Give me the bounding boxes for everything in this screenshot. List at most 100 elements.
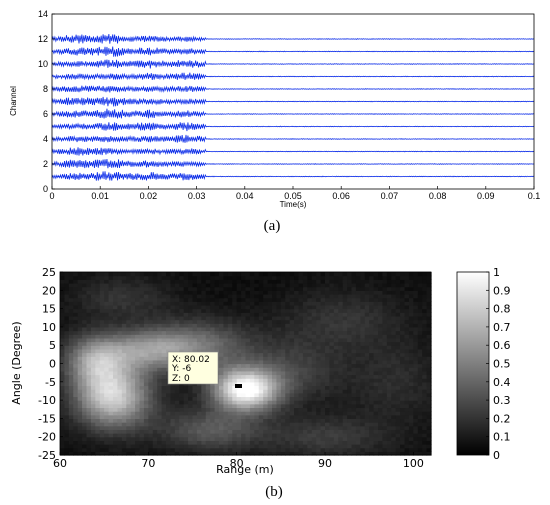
heatmap-cell — [272, 352, 278, 357]
heatmap-cell — [121, 436, 127, 441]
heatmap-cell — [135, 385, 141, 390]
heatmap-cell — [378, 326, 384, 332]
heatmap-cell — [236, 444, 242, 449]
heatmap-cell — [276, 275, 282, 280]
heatmap-cell — [188, 418, 194, 423]
heatmap-cell — [77, 403, 83, 409]
heatmap-cell — [143, 326, 149, 332]
heatmap-cell — [351, 451, 357, 456]
heatmap-cell — [95, 286, 101, 291]
heatmap-cell — [241, 334, 247, 339]
heatmap-cell — [400, 440, 406, 445]
heatmap-cell — [232, 356, 238, 361]
datatip-marker[interactable] — [235, 384, 242, 388]
heatmap-cell — [333, 312, 339, 317]
heatmap-cell — [302, 319, 308, 324]
heatmap-cell — [386, 444, 392, 449]
heatmap-cell — [148, 304, 154, 310]
heatmap-cell — [227, 411, 233, 416]
heatmap-cell — [68, 374, 74, 379]
heatmap-cell — [174, 392, 180, 398]
heatmap-cell — [249, 312, 255, 317]
heatmap-cell — [161, 341, 167, 346]
heatmap-cell — [99, 323, 105, 328]
heatmap-cell — [201, 345, 207, 350]
heatmap-cell — [82, 385, 88, 390]
heatmap-cell — [360, 341, 366, 346]
datatip[interactable]: X: 80.02 Y: -6 Z: 0 — [167, 351, 219, 385]
heatmap-cell — [289, 304, 295, 310]
x-tick-label: 0.02 — [140, 191, 158, 201]
heatmap-cell — [113, 326, 119, 332]
heatmap-cell — [139, 345, 145, 350]
heatmap-cell — [333, 348, 339, 354]
heatmap-cell — [422, 293, 428, 299]
heatmap-cell — [426, 312, 432, 317]
heatmap-cell — [223, 337, 229, 343]
heatmap-cell — [152, 297, 158, 302]
heatmap-cell — [64, 440, 70, 445]
heatmap-cell — [108, 407, 114, 412]
heatmap-cell — [386, 407, 392, 412]
heatmap-cell — [223, 323, 229, 328]
heatmap-cell — [104, 304, 110, 310]
heatmap-cell — [338, 272, 344, 277]
heatmap-cell — [378, 436, 384, 441]
heatmap-cell — [148, 272, 154, 277]
heatmap-cell — [360, 444, 366, 449]
heatmap-cell — [298, 297, 304, 302]
heatmap-cell — [148, 444, 154, 449]
heatmap-cell — [280, 337, 286, 343]
heatmap-cell — [166, 341, 172, 346]
heatmap-cell — [413, 275, 419, 280]
heatmap-cell — [355, 272, 361, 277]
heatmap-cell — [232, 286, 238, 291]
heatmap-cell — [272, 290, 278, 295]
heatmap-cell — [302, 370, 308, 376]
heatmap-cell — [333, 359, 339, 365]
heatmap-cell — [241, 319, 247, 324]
heatmap-cell — [373, 323, 379, 328]
heatmap-cell — [183, 330, 189, 335]
heatmap-cell — [210, 414, 216, 419]
heatmap-cell — [364, 312, 370, 317]
heatmap-cell — [289, 433, 295, 438]
heatmap-cell — [298, 363, 304, 368]
heatmap-cell — [338, 275, 344, 280]
heatmap-cell — [135, 429, 141, 434]
heatmap-cell — [170, 275, 176, 280]
heatmap-cell — [347, 304, 353, 310]
heatmap-cell — [373, 348, 379, 354]
heatmap-cell — [280, 436, 286, 441]
heatmap-cell — [86, 392, 92, 398]
y-tick-label: -25 — [38, 449, 56, 462]
heatmap-cell — [395, 293, 401, 299]
heatmap-cell — [117, 407, 123, 412]
heatmap-cell — [121, 301, 127, 306]
heatmap-cell — [232, 279, 238, 284]
heatmap-cell — [143, 418, 149, 423]
heatmap-cell — [364, 407, 370, 412]
heatmap-cell — [201, 301, 207, 306]
heatmap-cell — [135, 407, 141, 412]
heatmap-cell — [148, 282, 154, 288]
heatmap-cell — [174, 414, 180, 419]
heatmap-cell — [351, 304, 357, 310]
heatmap-cell — [329, 425, 335, 430]
heatmap-cell — [104, 334, 110, 339]
heatmap-cell — [104, 429, 110, 434]
heatmap-cell — [126, 436, 132, 441]
heatmap-cell — [400, 396, 406, 401]
heatmap-cell — [77, 411, 83, 416]
heatmap-cell — [232, 407, 238, 412]
heatmap-cell — [86, 337, 92, 343]
heatmap-cell — [307, 418, 313, 423]
heatmap-cell — [166, 279, 172, 284]
heatmap-cell — [329, 418, 335, 423]
heatmap-cell — [117, 367, 123, 372]
heatmap-cell — [241, 312, 247, 317]
heatmap-cell — [135, 418, 141, 423]
heatmap-cell — [364, 319, 370, 324]
heatmap-cell — [316, 400, 322, 405]
heatmap-cell — [179, 272, 185, 277]
